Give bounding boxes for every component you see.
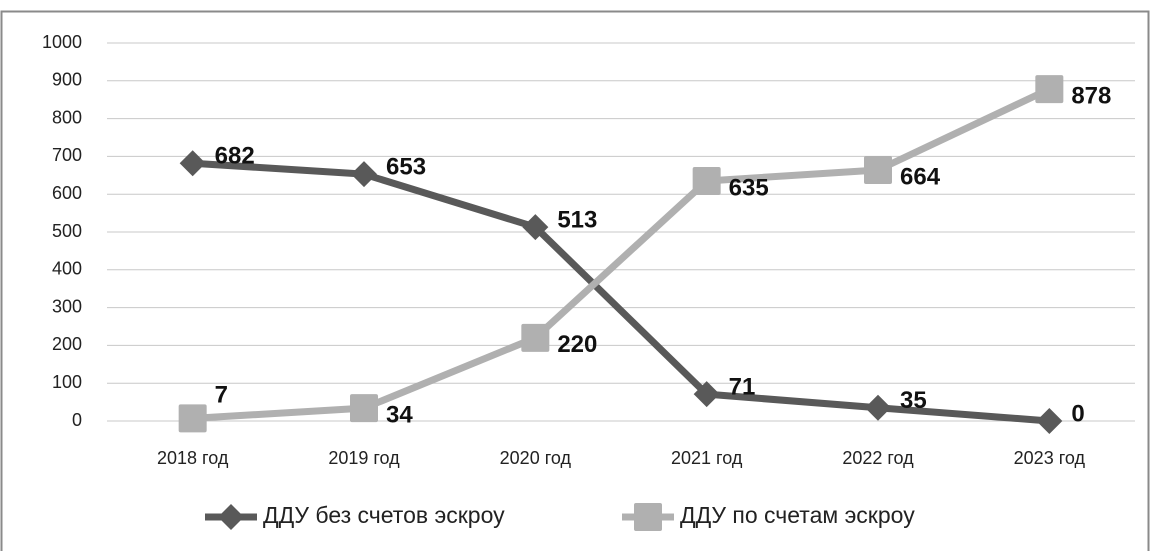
data-label: 0 (1071, 400, 1084, 427)
data-point (865, 394, 891, 421)
y-tick-label: 100 (52, 372, 82, 392)
y-tick-label: 1000 (42, 32, 82, 52)
data-point (521, 323, 550, 352)
y-tick-label: 300 (52, 296, 82, 316)
series-line (192, 159, 1050, 425)
series-line (192, 85, 1051, 422)
x-tick-label: 2021 год (671, 448, 743, 468)
data-point (178, 404, 207, 433)
data-label: 664 (900, 163, 941, 190)
data-point (179, 150, 206, 177)
data-point (693, 381, 720, 408)
legend-label: ДДУ по счетам эскроу (680, 502, 915, 528)
data-label: 35 (900, 387, 927, 414)
x-tick-label: 2018 год (157, 448, 229, 468)
x-tick-label: 2020 год (500, 448, 572, 468)
data-label: 682 (215, 143, 255, 170)
y-tick-label: 500 (52, 221, 82, 241)
data-point (1035, 75, 1064, 104)
data-point (692, 166, 721, 195)
x-tick-label: 2023 год (1014, 448, 1086, 468)
y-tick-label: 0 (72, 410, 82, 430)
x-tick-label: 2022 год (842, 448, 914, 468)
y-tick-label: 400 (52, 259, 82, 279)
data-label: 513 (557, 206, 597, 233)
legend-marker (634, 503, 662, 531)
data-label: 220 (557, 331, 597, 358)
data-point (1036, 408, 1063, 434)
data-label: 7 (215, 382, 228, 409)
data-point (522, 214, 549, 241)
legend-label: ДДУ без счетов эскроу (263, 502, 505, 528)
y-tick-label: 200 (52, 334, 82, 354)
data-label: 635 (729, 174, 769, 201)
data-label: 71 (729, 374, 756, 401)
data-label: 34 (386, 401, 413, 428)
data-label: 653 (386, 154, 426, 181)
x-tick-label: 2019 год (328, 448, 400, 468)
data-point (864, 156, 892, 185)
chart-frame (0, 10, 1150, 551)
y-tick-label: 900 (52, 70, 82, 90)
data-point (350, 394, 378, 423)
y-tick-label: 600 (52, 183, 82, 203)
y-tick-label: 800 (52, 107, 82, 127)
data-point (351, 161, 377, 188)
legend-marker (218, 504, 244, 530)
y-tick-label: 700 (52, 145, 82, 165)
data-label: 878 (1071, 82, 1111, 109)
